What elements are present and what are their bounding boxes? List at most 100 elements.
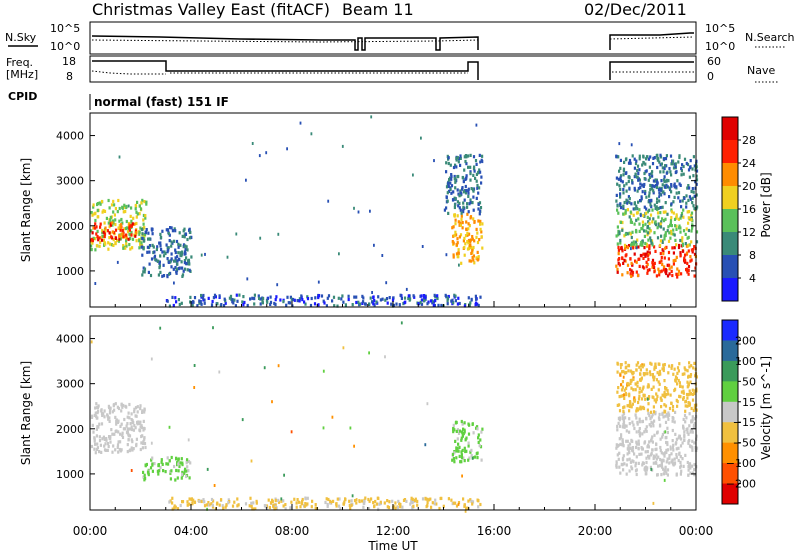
power-data-cell	[445, 295, 448, 299]
velocity-data-cell	[667, 413, 670, 417]
velocity-data-cell	[130, 469, 133, 472]
power-data-cell	[404, 300, 407, 304]
velocity-data-cell	[460, 430, 464, 434]
power-data-cell	[185, 245, 188, 249]
velocity-data-cell	[630, 386, 633, 390]
power-data-cell	[665, 171, 668, 175]
velocity-data-cell	[647, 411, 650, 416]
velocity-data-cell	[349, 426, 352, 430]
power-data-cell	[630, 202, 633, 206]
velocity-data-cell	[630, 465, 633, 469]
velocity-data-cell	[665, 450, 668, 454]
power-data-cell	[629, 272, 632, 276]
velocity-data-cell	[662, 415, 665, 419]
velocity-data-cell	[355, 501, 358, 505]
velocity-data-cell	[90, 340, 93, 344]
velocity-data-cell	[176, 507, 180, 511]
power-data-cell	[692, 190, 695, 194]
velocity-data-cell	[674, 375, 678, 379]
velocity-data-cell	[162, 469, 165, 473]
power-data-cell	[658, 195, 660, 199]
power-data-cell	[445, 195, 448, 199]
velocity-data-cell	[456, 437, 459, 441]
power-data-cell	[474, 301, 478, 305]
velocity-data-cell	[657, 455, 660, 459]
power-data-cell	[472, 188, 475, 192]
power-data-cell	[320, 294, 324, 298]
power-data-cell	[96, 215, 99, 219]
power-data-cell	[616, 182, 619, 186]
velocity-data-cell	[464, 438, 467, 442]
velocity-data-cell	[210, 502, 213, 506]
velocity-data-cell	[109, 440, 112, 444]
power-data-cell	[202, 298, 205, 302]
power-data-cell	[462, 205, 465, 209]
power-data-cell	[649, 155, 652, 159]
velocity-data-cell	[378, 502, 381, 506]
power-data-cell	[629, 257, 632, 261]
power-data-cell	[300, 294, 303, 298]
power-data-cell	[628, 215, 631, 219]
power-data-cell	[447, 184, 450, 188]
velocity-data-cell	[331, 415, 334, 419]
velocity-data-cell	[115, 422, 118, 426]
power-data-cell	[125, 239, 128, 243]
power-data-cell	[445, 206, 448, 210]
power-data-cell	[660, 162, 663, 166]
velocity-data-cell	[631, 467, 634, 471]
power-data-cell	[109, 223, 112, 227]
velocity-data-cell	[453, 460, 456, 464]
velocity-data-cell	[688, 402, 691, 406]
velocity-data-cell	[688, 412, 691, 416]
power-data-cell	[626, 208, 629, 212]
power-data-cell	[101, 228, 104, 233]
velocity-data-cell	[348, 499, 351, 503]
power-data-cell	[680, 169, 683, 173]
power-data-cell	[670, 202, 673, 206]
power-data-cell	[636, 238, 639, 242]
power-data-cell	[693, 274, 696, 278]
velocity-data-cell	[653, 367, 656, 371]
power-data-cell	[450, 173, 453, 177]
velocity-data-cell	[353, 499, 357, 503]
power-data-cell	[636, 207, 639, 211]
velocity-data-cell	[655, 442, 658, 446]
power-data-cell	[198, 301, 201, 305]
velocity-data-cell	[644, 397, 647, 401]
power-data-cell	[630, 261, 633, 265]
power-data-cell	[641, 190, 644, 194]
power-data-cell	[479, 222, 482, 226]
power-data-cell	[640, 195, 643, 199]
power-data-cell	[669, 223, 672, 227]
power-data-cell	[469, 200, 472, 205]
velocity-data-cell	[645, 429, 648, 433]
velocity-data-cell	[674, 387, 677, 391]
power-data-cell	[643, 177, 646, 181]
power-data-cell	[265, 151, 268, 155]
power-data-cell	[619, 192, 622, 196]
power-data-cell	[635, 260, 638, 264]
power-data-cell	[668, 272, 671, 276]
power-data-cell	[188, 262, 191, 266]
velocity-data-cell	[457, 501, 461, 505]
velocity-data-cell	[624, 361, 627, 365]
velocity-data-cell	[652, 375, 654, 379]
power-data-cell	[641, 163, 644, 167]
velocity-data-cell	[665, 440, 668, 445]
velocity-data-cell	[168, 500, 171, 504]
velocity-data-cell	[633, 398, 637, 402]
power-data-cell	[451, 226, 454, 230]
power-data-cell	[224, 301, 227, 305]
power-data-cell	[643, 205, 646, 209]
power-data-cell	[467, 222, 470, 226]
velocity-data-cell	[638, 431, 642, 435]
velocity-data-cell	[671, 419, 674, 423]
velocity-data-cell	[681, 457, 684, 461]
power-data-cell	[643, 234, 646, 238]
velocity-data-cell	[144, 445, 147, 450]
velocity-data-cell	[138, 421, 141, 425]
power-data-cell	[159, 270, 162, 274]
velocity-data-cell	[405, 499, 408, 503]
velocity-data-cell	[410, 496, 413, 500]
power-data-cell	[143, 239, 146, 243]
